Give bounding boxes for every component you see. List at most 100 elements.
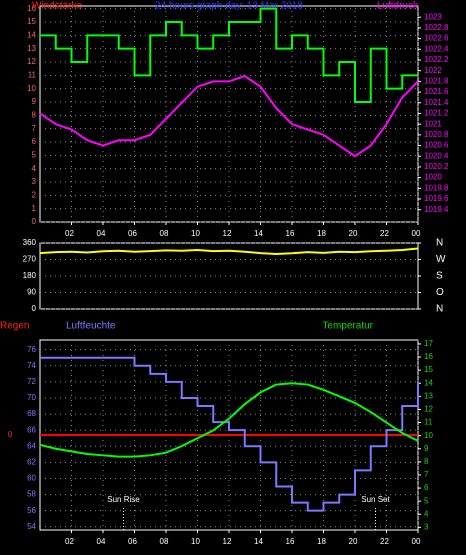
y-tick-label: 180	[23, 271, 37, 280]
y2-tick-label: 11	[424, 418, 433, 427]
y2-axis-label: Luftdruck	[377, 1, 419, 12]
y-tick-label: 60	[27, 474, 36, 483]
y2-tick-label: 5	[424, 496, 429, 505]
x-tick-label: 22	[380, 229, 389, 238]
y2-tick-label: 10	[424, 431, 433, 440]
y2-tick-label: 16	[424, 352, 433, 361]
y2-tick-label: 1019.8	[424, 183, 449, 192]
y2-tick-label: 15	[424, 365, 433, 374]
y2-tick-label: 1022.4	[424, 44, 449, 53]
y-tick-label: 1	[32, 204, 37, 213]
y2-tick-label: 17	[424, 339, 433, 348]
y2-tick-label: 1022.8	[424, 23, 449, 32]
y2-tick-label: 3	[424, 522, 429, 531]
y-tick-label: 62	[27, 457, 36, 466]
y2-tick-label: 1021.8	[424, 76, 449, 85]
series-line	[39, 382, 419, 458]
y-tick-label: 70	[27, 393, 36, 402]
y2-tick-label: 9	[424, 444, 429, 453]
y-tick-label: 4	[32, 164, 37, 173]
y2-tick-label: 1021.2	[424, 109, 449, 118]
x-tick-label: 12	[223, 229, 232, 238]
y2-tick-label: 1021	[424, 119, 442, 128]
y-tick-label: 11	[28, 70, 37, 79]
y2-tick-label: 1020	[424, 173, 442, 182]
y-tick-label: 7	[32, 124, 37, 133]
y2-axis-label: Temperatur	[322, 321, 373, 332]
y2-tick-label: 4	[424, 509, 429, 518]
y2-tick-label: S	[436, 271, 443, 282]
y2-tick-label: 1023	[424, 12, 442, 21]
x-tick-label: 06	[128, 537, 137, 546]
y-tick-label: 9	[32, 97, 37, 106]
annotation: Sun Set	[361, 495, 390, 504]
y-tick-label: 68	[27, 409, 36, 418]
y-tick-label: 12	[27, 57, 36, 66]
y2-tick-label: N	[436, 304, 443, 315]
y2-tick-label: 13	[424, 391, 433, 400]
y3-axis-label: Regen	[0, 321, 29, 332]
y2-tick-label: 8	[424, 457, 429, 466]
y-tick-label: 2	[32, 190, 37, 199]
y-tick-label: 5	[32, 150, 37, 159]
y2-tick-label: 1020.6	[424, 141, 449, 150]
y2-tick-label: W	[436, 254, 446, 265]
y2-tick-label: 12	[424, 405, 433, 414]
x-tick-label: 16	[286, 537, 295, 546]
y2-tick-label: 1019.6	[424, 194, 449, 203]
y2-tick-label: 1021.4	[424, 98, 449, 107]
x-tick-label: 00	[412, 537, 421, 546]
x-tick-label: 02	[65, 229, 74, 238]
x-tick-label: 02	[65, 537, 74, 546]
y-axis-label: Windstärke	[32, 1, 82, 12]
y3-tick-label: 0	[8, 430, 13, 439]
y-tick-label: 14	[27, 30, 36, 39]
y-tick-label: 66	[27, 425, 36, 434]
y2-tick-label: 1022.2	[424, 55, 449, 64]
y-tick-label: 0	[32, 217, 37, 226]
y-tick-label: 76	[27, 345, 36, 354]
y-tick-label: 13	[27, 44, 36, 53]
y-tick-label: 16	[27, 4, 36, 13]
y2-tick-label: 1020.8	[424, 130, 449, 139]
y-tick-label: 54	[27, 522, 36, 531]
x-tick-label: 14	[254, 537, 263, 546]
y-tick-label: 15	[27, 17, 36, 26]
x-tick-label: 18	[317, 537, 326, 546]
y2-tick-label: O	[436, 287, 444, 298]
y-tick-label: 3	[32, 177, 37, 186]
x-tick-label: 04	[97, 537, 106, 546]
y-tick-label: 72	[27, 377, 36, 386]
y2-tick-label: 1019.4	[424, 205, 449, 214]
annotation: Sun Rise	[107, 495, 140, 504]
x-tick-label: 22	[380, 537, 389, 546]
y-tick-label: 0	[32, 304, 37, 313]
x-tick-label: 08	[160, 229, 169, 238]
y-tick-label: 8	[32, 110, 37, 119]
series-line	[39, 247, 419, 256]
series-line	[40, 7, 418, 103]
y2-tick-label: 1020.4	[424, 151, 449, 160]
x-tick-label: 16	[286, 229, 295, 238]
y-tick-label: 58	[27, 490, 36, 499]
x-tick-label: 08	[160, 537, 169, 546]
series-line	[39, 74, 419, 158]
y2-tick-label: 1020.2	[424, 162, 449, 171]
x-tick-label: 00	[412, 229, 421, 238]
y-tick-label: 10	[27, 84, 36, 93]
x-tick-label: 20	[349, 537, 358, 546]
y-tick-label: 270	[23, 255, 37, 264]
series-line	[40, 356, 419, 512]
y2-tick-label: 1022.6	[424, 34, 449, 43]
x-tick-label: 18	[317, 229, 326, 238]
y-tick-label: 64	[27, 441, 36, 450]
y-tick-label: 6	[32, 137, 37, 146]
y-tick-label: 74	[27, 361, 36, 370]
y-axis-label: Luftfeuchte	[66, 321, 116, 332]
y2-tick-label: N	[436, 238, 443, 249]
y-tick-label: 56	[27, 506, 36, 515]
y2-tick-label: 6	[424, 483, 429, 492]
y-tick-label: 360	[23, 238, 37, 247]
